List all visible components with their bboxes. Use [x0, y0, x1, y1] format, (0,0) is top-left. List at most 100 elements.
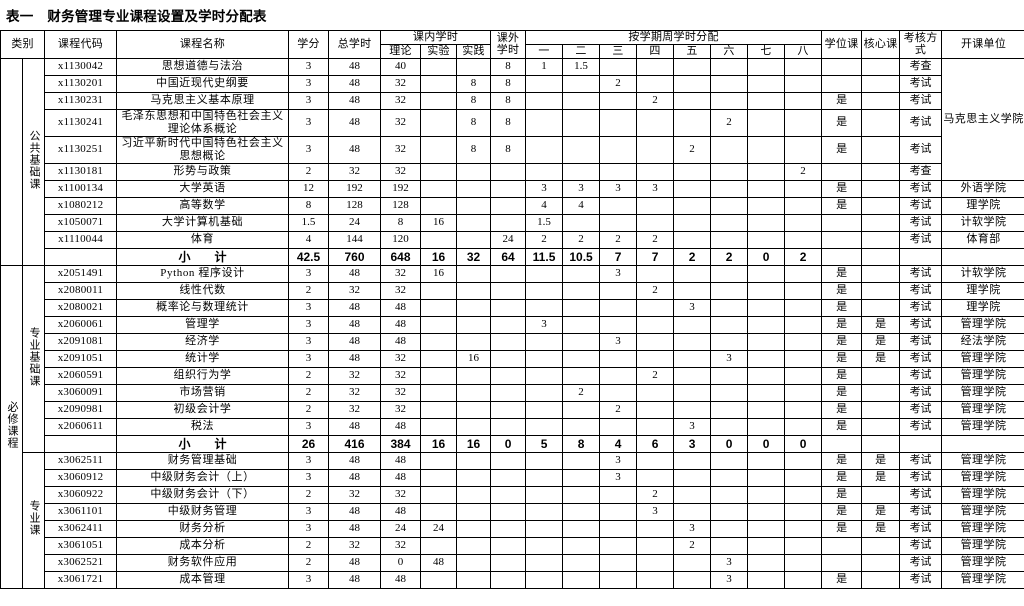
table-row[interactable]: x3060091 市场营销 2 32 32 2 是考试 管理学院 — [1, 383, 1024, 402]
cell-term-6 — [710, 196, 749, 215]
cell-core-course — [861, 213, 901, 232]
table-row[interactable]: x1050071 大学计算机基础 1.5 24 8 16 1.5 考试 计软学院 — [1, 213, 1024, 232]
table-row[interactable]: 必修课程 专业基础课 x2051491 Python 程序设计 3 48 32 16 3 是考试计… — [0, 264, 1024, 589]
cell-degree-course: 是 — [821, 417, 863, 436]
header-row-bottom: 理论 实验 实践 一 二 三 四 五 六 七 八 — [1, 43, 1024, 59]
subtotal-empty-code — [44, 434, 118, 453]
cell-practice — [456, 264, 492, 283]
cell-course-name: 财务管理基础 — [116, 451, 290, 470]
cell-out-class: 8 — [490, 57, 527, 76]
cell-total-hours: 32 — [328, 536, 382, 555]
table-row[interactable]: x2060061 管理学 3 48 48 3 是是考试 管理学院 — [1, 315, 1024, 334]
cell-term-8 — [784, 536, 823, 555]
cell-term-2 — [562, 332, 601, 351]
cell-term-4: 2 — [636, 366, 675, 385]
cell-term-3 — [599, 349, 638, 368]
cell-degree-course: 是 — [821, 298, 863, 317]
subtotal-term-1: 11.5 — [525, 247, 564, 266]
cell-term-5 — [673, 366, 712, 385]
table-row[interactable]: x3062521 财务软件应用 2 48 0 48 3 考试 管理学院 — [1, 553, 1024, 572]
cell-credits: 3 — [288, 57, 330, 76]
cell-term-5: 2 — [673, 536, 712, 555]
cell-term-3 — [599, 383, 638, 402]
table-row[interactable]: x1110044 体育 4 144 120 24 2 2 2 2 考试 体育部 — [1, 230, 1024, 249]
cell-degree-course: 是 — [821, 570, 863, 589]
header-department: 开课单位 — [941, 30, 1024, 59]
table-row[interactable]: x2091081 经济学 3 48 48 3 是是考试 经法学院 — [1, 332, 1024, 351]
cell-core-course: 是 — [861, 349, 901, 368]
cell-experiment — [420, 570, 458, 589]
cell-practice — [456, 366, 492, 385]
table-row[interactable]: x3061721 成本管理 3 48 48 3 是考试 管理学院 — [1, 570, 1024, 589]
table-row[interactable]: x1130251 习近平新时代中国特色社会主义思想概论 3 48 32 8 8 2 是 考试 — [1, 135, 1024, 164]
table-row[interactable]: x2080021 概率论与数理统计 3 48 48 3 是考试 理学院 — [1, 298, 1024, 317]
cell-term-7 — [747, 451, 786, 470]
table-row[interactable]: x2060611 税法 3 48 48 3 是考试 管理学院 — [1, 417, 1024, 436]
cell-assessment: 考试 — [899, 553, 943, 572]
table-row[interactable]: 公共基础课 x1130042 思想道德与法治 3 48 40 8 1 1.5 考查 马克思主义学院 — [0, 57, 1024, 266]
cell-term-8 — [784, 570, 823, 589]
table-row[interactable]: 专业课 x3062511 财务管理基础 3 48 48 3 是是考试 管理学院 — [1, 451, 1024, 589]
cell-core-course: 是 — [861, 315, 901, 334]
table-row[interactable]: x3060912 中级财务会计（上） 3 48 48 3 是是考试 管理学院 — [1, 468, 1024, 487]
cell-out-class — [490, 468, 527, 487]
subtotal-row: 小 计 42.5 760 648 16 32 64 11.5 10.5 7 7 2 2 0 2 — [1, 247, 1024, 266]
table-row[interactable]: x2060591 组织行为学 2 32 32 2 是考试 管理学院 — [1, 366, 1024, 385]
cell-theory: 32 — [380, 485, 422, 504]
cell-total-hours: 32 — [328, 162, 382, 181]
subtotal-total-hours: 760 — [328, 247, 382, 266]
cell-degree-course: 是 — [821, 400, 863, 419]
cell-term-7 — [747, 264, 786, 283]
cell-term-4 — [636, 417, 675, 436]
cell-degree-course — [821, 213, 863, 232]
cell-term-2: 2 — [562, 383, 601, 402]
cell-term-8 — [784, 230, 823, 249]
cell-experiment — [420, 135, 458, 164]
cell-term-5 — [673, 264, 712, 283]
cell-degree-course — [821, 57, 863, 76]
cell-total-hours: 48 — [328, 451, 382, 470]
cell-term-4 — [636, 383, 675, 402]
cell-course-name: 初级会计学 — [116, 400, 290, 419]
table-row[interactable]: x1130201 中国近现代史纲要 3 48 32 8 8 2 考试 — [1, 74, 1024, 93]
subtotal-assessment — [899, 434, 943, 453]
cell-credits: 3 — [288, 502, 330, 521]
table-row[interactable]: x2090981 初级会计学 2 32 32 2 是考试 管理学院 — [1, 400, 1024, 419]
cell-term-1 — [525, 519, 564, 538]
table-row[interactable]: x1130241 毛泽东思想和中国特色社会主义理论体系概论 3 48 32 8 8 2 是 考试 — [1, 108, 1024, 137]
cell-term-4 — [636, 196, 675, 215]
table-row[interactable]: x1080212 高等数学 8 128 128 4 4 是考试 理学院 — [1, 196, 1024, 215]
cell-course-name: 财务分析 — [116, 519, 290, 538]
table-row[interactable]: x3060922 中级财务会计（下） 2 32 32 2 是考试 管理学院 — [1, 485, 1024, 504]
cell-term-8 — [784, 468, 823, 487]
cell-theory: 48 — [380, 468, 422, 487]
cell-theory: 192 — [380, 179, 422, 198]
cell-term-5 — [673, 570, 712, 589]
table-row[interactable]: x2080011 线性代数 2 32 32 2 是考试 理学院 — [1, 281, 1024, 300]
cell-term-7 — [747, 135, 786, 164]
cell-out-class — [490, 298, 527, 317]
cell-total-hours: 48 — [328, 135, 382, 164]
cell-department: 管理学院 — [941, 315, 1024, 334]
cell-credits: 3 — [288, 298, 330, 317]
table-row[interactable]: x1130181 形势与政策 2 32 32 2 考查 — [1, 162, 1024, 181]
category-inner: 专业课 — [21, 451, 46, 589]
table-row[interactable]: x3061101 中级财务管理 3 48 48 3 是是考试 管理学院 — [1, 502, 1024, 521]
cell-term-2 — [562, 502, 601, 521]
cell-term-4: 2 — [636, 91, 675, 110]
cell-term-1: 3 — [525, 179, 564, 198]
cell-out-class — [490, 502, 527, 521]
table-row[interactable]: x3062411 财务分析 3 48 24 24 3 是是考试 管理学院 — [1, 519, 1024, 538]
table-row[interactable]: x1130231 马克思主义基本原理 3 48 32 8 8 2 是 考试 — [1, 91, 1024, 110]
table-row[interactable]: x3061051 成本分析 2 32 32 2 考试 管理学院 — [1, 536, 1024, 555]
cell-term-7 — [747, 162, 786, 181]
cell-practice — [456, 281, 492, 300]
cell-course-code: x1100134 — [44, 179, 118, 198]
cell-total-hours: 48 — [328, 57, 382, 76]
table-row[interactable]: x1100134 大学英语 12 192 192 3 3 3 3 是考试 外语学院 — [1, 179, 1024, 198]
table-row[interactable]: x2091051 统计学 3 48 32 16 3 是是考试 管理学院 — [1, 349, 1024, 368]
cell-practice — [456, 451, 492, 470]
cell-term-3 — [599, 570, 638, 589]
cell-course-code: x3062521 — [44, 553, 118, 572]
header-credits: 学分 — [288, 30, 330, 59]
